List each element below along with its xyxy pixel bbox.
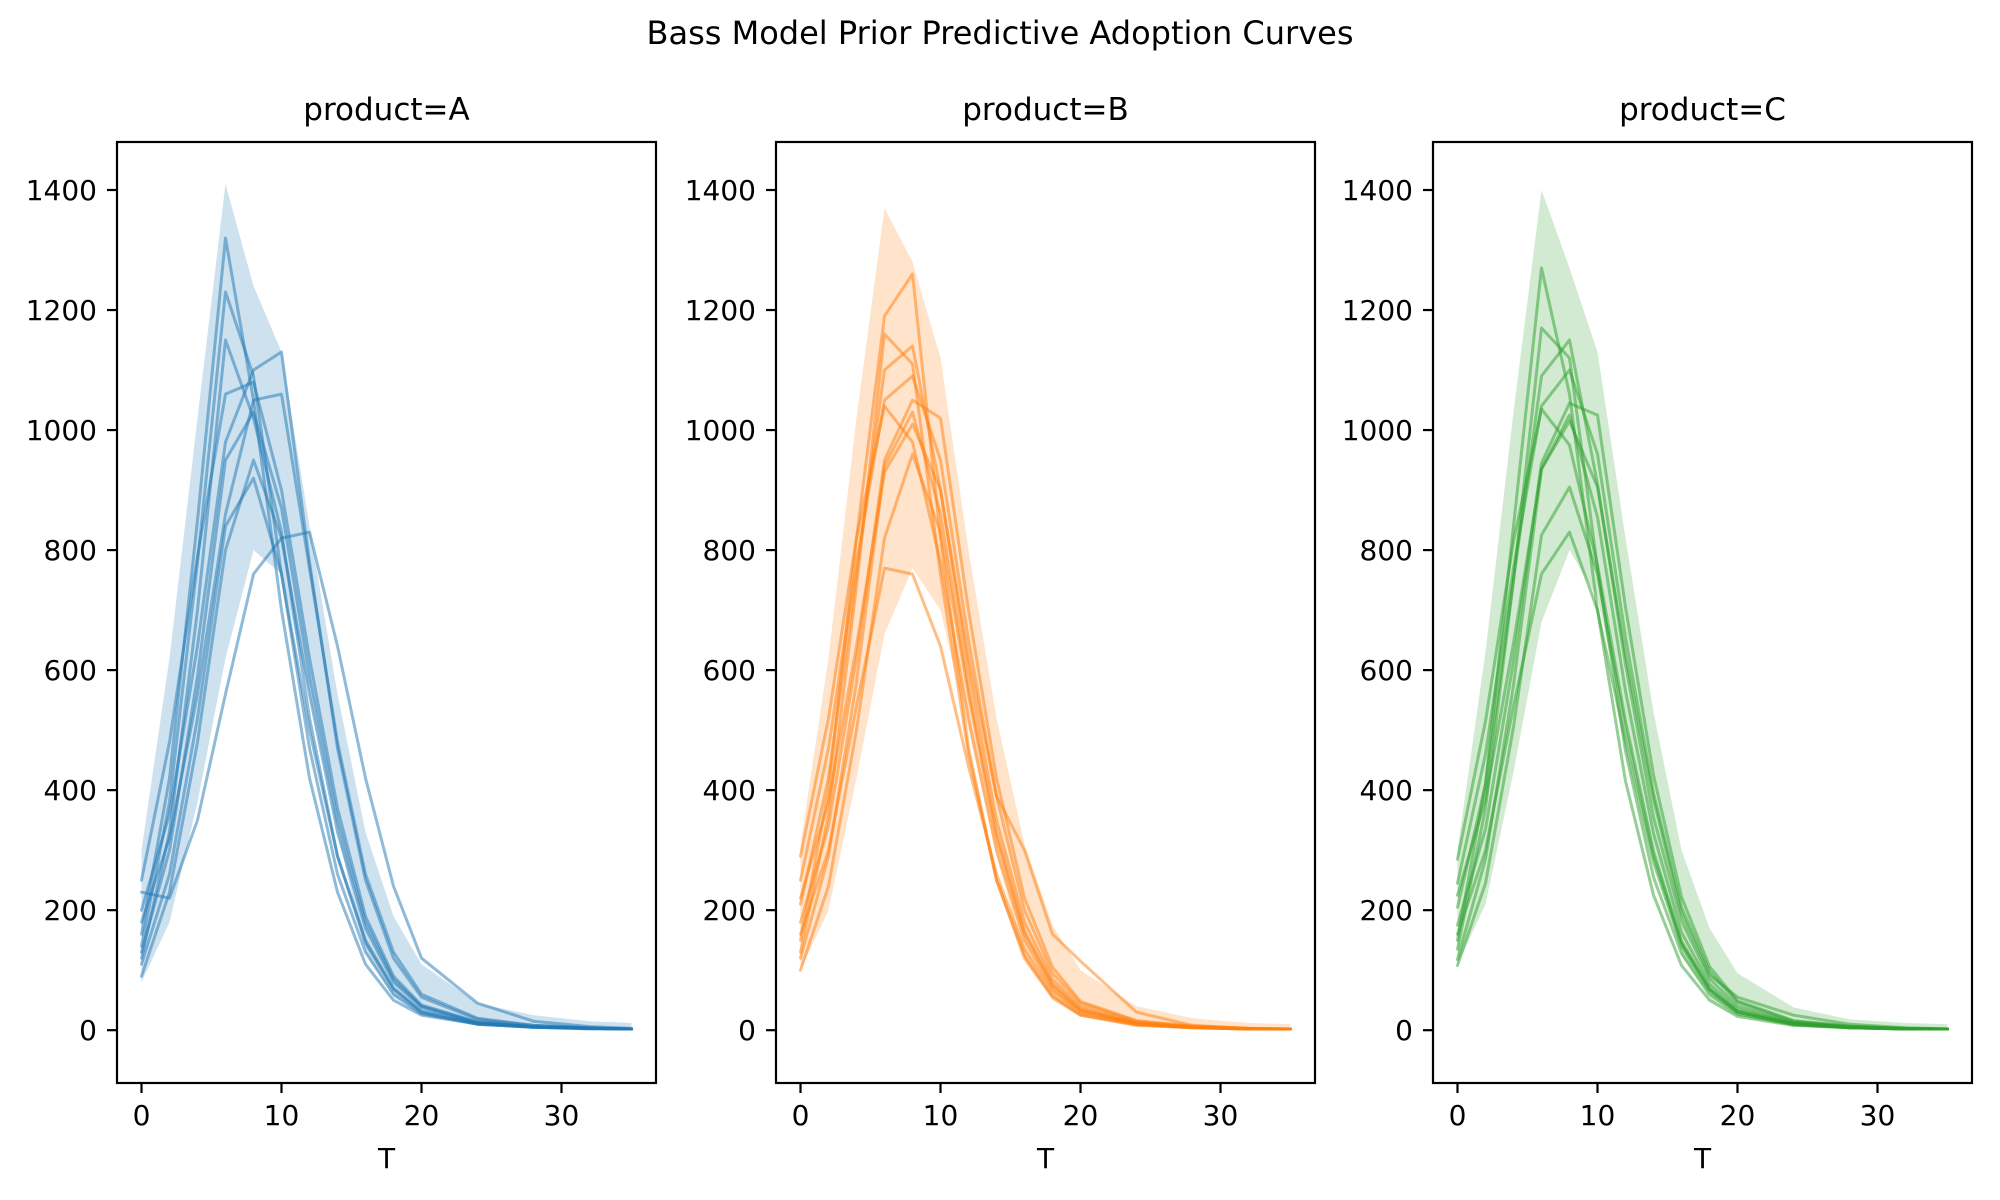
- y-tick-label: 1400: [685, 174, 756, 207]
- y-tick-label: 0: [738, 1014, 756, 1047]
- y-tick-label: 1200: [26, 294, 97, 327]
- prior-sample-curve-sample-5: [1456, 401, 1949, 1031]
- x-tick-label: 20: [404, 1099, 440, 1132]
- y-tick-label: 600: [703, 654, 756, 687]
- envelope-band: [141, 184, 632, 1029]
- x-tick-label: 0: [792, 1099, 810, 1132]
- x-tick-label: 10: [264, 1099, 300, 1132]
- axes-spines: [1431, 140, 1974, 1085]
- axes-spines: [774, 140, 1317, 1085]
- panel-c: 0 10 20 30 0 200 400 600 800 1000 1200 1400 product=…: [1342, 92, 1974, 1175]
- y-tick-label: 1200: [685, 294, 756, 327]
- y-tick-label: 800: [703, 534, 756, 567]
- x-axis-label: T: [1693, 1142, 1712, 1175]
- y-tick-label: 1000: [685, 414, 756, 447]
- y-tick-label: 600: [44, 654, 97, 687]
- x-tick-label: 30: [1203, 1099, 1239, 1132]
- y-tick-label: 800: [1360, 534, 1413, 567]
- axes-spines: [115, 140, 658, 1085]
- y-tick-label: 400: [1360, 774, 1413, 807]
- envelope-band: [800, 208, 1291, 1029]
- x-tick-label: 10: [1580, 1099, 1616, 1132]
- prior-sample-curve-sample-9: [799, 566, 1292, 1031]
- prior-sample-curve-sample-10: [1456, 419, 1949, 1031]
- x-tick-label: 20: [1720, 1099, 1756, 1132]
- x-tick-label: 30: [544, 1099, 580, 1132]
- y-tick-label: 400: [44, 774, 97, 807]
- x-tick-label: 20: [1063, 1099, 1099, 1132]
- prior-sample-curve-sample-9: [1456, 530, 1949, 1031]
- x-tick-label: 10: [923, 1099, 959, 1132]
- panel-title: product=B: [962, 92, 1128, 128]
- prior-sample-curve-sample-10: [799, 422, 1292, 1031]
- y-tick-label: 200: [703, 894, 756, 927]
- y-tick-label: 400: [703, 774, 756, 807]
- x-tick-label: 30: [1860, 1099, 1896, 1132]
- panel-b: 0 10 20 30 0 200 400 600 800 1000 1200 1400 product=…: [685, 92, 1317, 1175]
- panel-title: product=C: [1619, 92, 1786, 128]
- y-tick-label: 0: [1395, 1014, 1413, 1047]
- y-tick-label: 800: [44, 534, 97, 567]
- y-tick-label: 1400: [26, 174, 97, 207]
- x-tick-label: 0: [133, 1099, 151, 1132]
- x-tick-label: 0: [1449, 1099, 1467, 1132]
- panel-title: product=A: [303, 92, 469, 128]
- y-tick-label: 600: [1360, 654, 1413, 687]
- y-tick-label: 1200: [1342, 294, 1413, 327]
- y-tick-label: 1000: [1342, 414, 1413, 447]
- y-tick-label: 1000: [26, 414, 97, 447]
- y-tick-label: 200: [44, 894, 97, 927]
- x-axis-label: T: [1036, 1142, 1055, 1175]
- y-tick-label: 200: [1360, 894, 1413, 927]
- prior-sample-curve-sample-6: [140, 392, 633, 1031]
- panel-a: 0 10 20 30 0 200 400 600 800 1000 1200 1400 product=…: [26, 92, 658, 1175]
- prior-sample-curve-sample-10: [140, 476, 633, 1031]
- y-tick-label: 0: [79, 1014, 97, 1047]
- x-axis-label: T: [377, 1142, 396, 1175]
- y-tick-label: 1400: [1342, 174, 1413, 207]
- prior-sample-curve-sample-9: [140, 530, 633, 1030]
- figure-title: Bass Model Prior Predictive Adoption Cur…: [646, 14, 1354, 52]
